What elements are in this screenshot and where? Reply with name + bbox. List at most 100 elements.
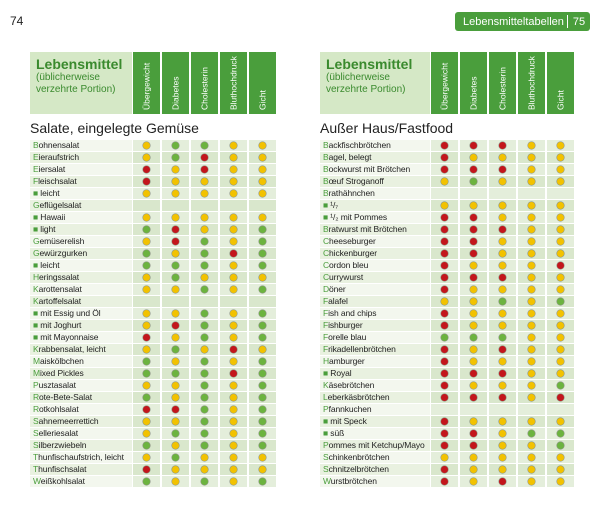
rating-cell (431, 344, 458, 355)
rating-dot (470, 418, 477, 425)
row-label: Pommes mit Ketchup/Mayo (320, 440, 430, 451)
rating-dot (528, 310, 535, 317)
rating-cell (220, 356, 247, 367)
rating-dot (470, 454, 477, 461)
rating-dot (230, 442, 237, 449)
row-label: Bohnensalat (30, 140, 132, 151)
rating-cell (518, 392, 545, 403)
rating-dot (470, 322, 477, 329)
rating-dot (230, 394, 237, 401)
rating-cell (460, 416, 487, 427)
rating-dot (528, 370, 535, 377)
rating-dot (557, 310, 564, 317)
rating-dot (201, 250, 208, 257)
rating-dot (470, 310, 477, 317)
rating-dot (172, 478, 179, 485)
rating-cell (133, 356, 160, 367)
row-label: ■ mit Speck (320, 416, 430, 427)
row-label: Brathähnchen (320, 188, 430, 199)
rating-cell (460, 476, 487, 487)
rating-dot (259, 418, 266, 425)
rating-dot (259, 346, 266, 353)
rating-dot (259, 370, 266, 377)
rating-cell (191, 320, 218, 331)
rating-dot (557, 178, 564, 185)
rating-cell (162, 320, 189, 331)
rating-cell (489, 320, 516, 331)
rating-cell (518, 152, 545, 163)
rating-cell (518, 176, 545, 187)
row-label: Karottensalat (30, 284, 132, 295)
rating-cell (489, 440, 516, 451)
rating-dot (470, 202, 477, 209)
rating-cell (162, 200, 189, 211)
row-label: Sahnemeerrettich (30, 416, 132, 427)
rating-dot (528, 178, 535, 185)
rating-cell (220, 392, 247, 403)
rating-cell (162, 452, 189, 463)
rating-cell (133, 392, 160, 403)
rating-dot (499, 466, 506, 473)
rating-cell (191, 284, 218, 295)
rating-dot (557, 274, 564, 281)
rating-cell (133, 320, 160, 331)
rating-cell (489, 344, 516, 355)
rating-cell (220, 440, 247, 451)
rating-dot (528, 442, 535, 449)
rating-dot (470, 286, 477, 293)
rating-cell (191, 200, 218, 211)
rating-dot (230, 370, 237, 377)
page-number: 75 (572, 15, 586, 28)
rating-dot (441, 166, 448, 173)
rating-cell (518, 440, 545, 451)
row-label: Backfischbrötchen (320, 140, 430, 151)
rating-dot (528, 322, 535, 329)
rating-cell (431, 320, 458, 331)
rating-dot (470, 238, 477, 245)
rating-dot (143, 238, 150, 245)
rating-dot (230, 454, 237, 461)
rating-dot (528, 418, 535, 425)
rating-dot (499, 346, 506, 353)
rating-cell (220, 416, 247, 427)
row-label: Leberkäsbrötchen (320, 392, 430, 403)
rating-dot (230, 358, 237, 365)
header-cell: Lebensmittel (üblicherweise verzehrte Por… (320, 52, 430, 114)
rating-cell (431, 368, 458, 379)
rating-cell (518, 224, 545, 235)
rating-dot (499, 358, 506, 365)
rating-dot (441, 178, 448, 185)
rating-dot (528, 286, 535, 293)
rating-dot (528, 430, 535, 437)
row-label: Pfannkuchen (320, 404, 430, 415)
rating-dot (143, 262, 150, 269)
row-label: Kartoffelsalat (30, 296, 132, 307)
rating-dot (143, 214, 150, 221)
rating-dot (143, 358, 150, 365)
rating-cell (220, 224, 247, 235)
rating-dot (441, 430, 448, 437)
rating-cell (431, 392, 458, 403)
rating-cell (162, 284, 189, 295)
rating-cell (489, 200, 516, 211)
rating-dot (172, 370, 179, 377)
rating-cell (460, 320, 487, 331)
rating-dot (230, 190, 237, 197)
rating-cell (489, 296, 516, 307)
row-label: Bœuf Stroganoff (320, 176, 430, 187)
rating-dot (230, 142, 237, 149)
rating-dot (470, 466, 477, 473)
column-header: Übergewicht (133, 52, 160, 114)
rating-cell (133, 212, 160, 223)
rating-dot (259, 322, 266, 329)
header-subtitle: (üblicherweise verzehrte Portion) (326, 72, 406, 95)
column-header: Bluthochdruck (220, 52, 247, 114)
rating-dot (259, 142, 266, 149)
rating-cell (162, 260, 189, 271)
rating-cell (249, 236, 276, 247)
rating-dot (143, 430, 150, 437)
rating-dot (470, 178, 477, 185)
rating-cell (431, 212, 458, 223)
rating-cell (547, 440, 574, 451)
column-header: Übergewicht (431, 52, 458, 114)
